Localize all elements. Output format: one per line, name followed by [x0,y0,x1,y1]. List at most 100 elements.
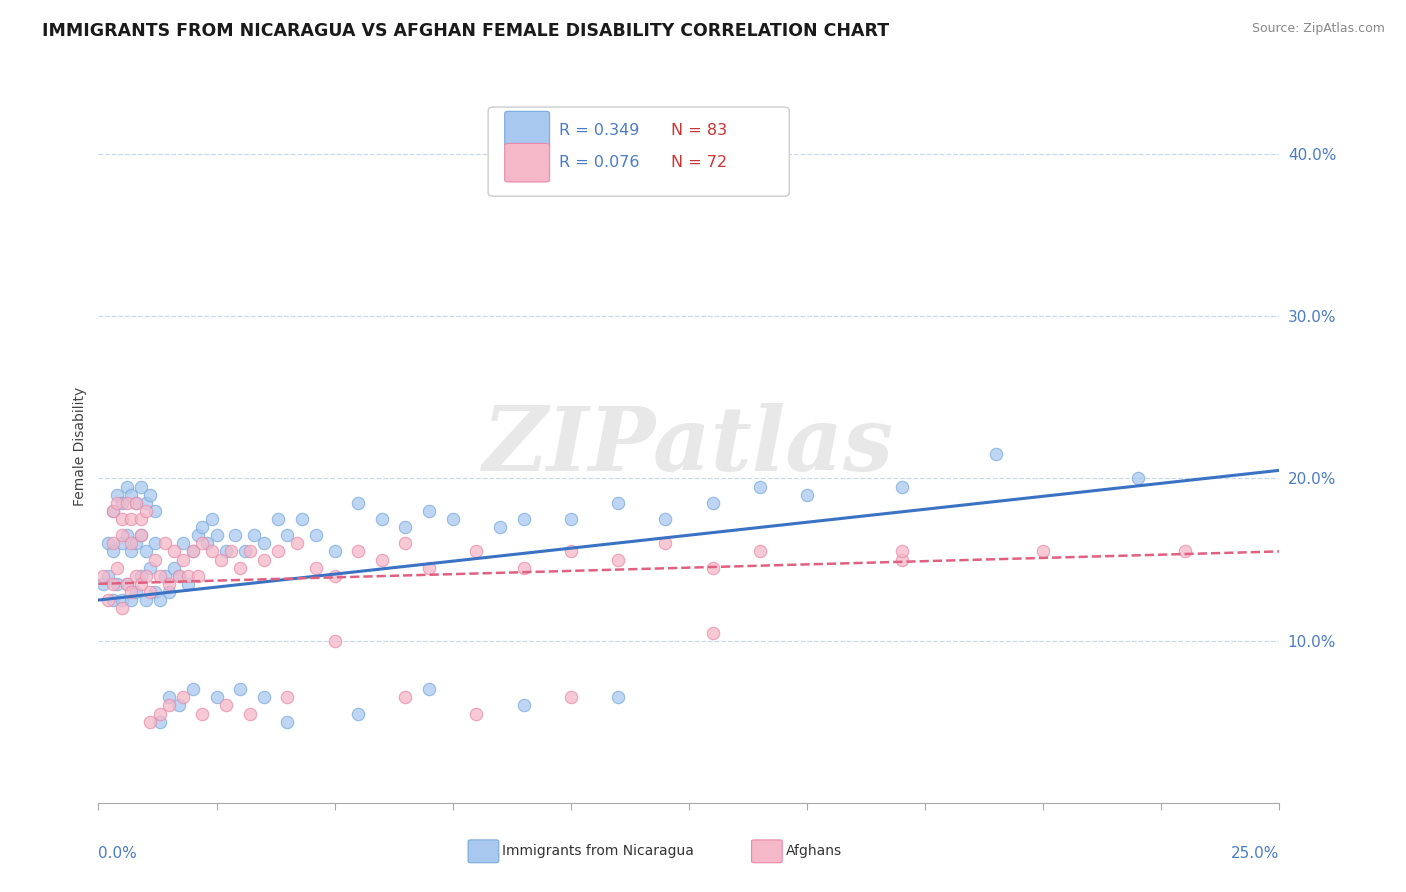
Point [129,512,152,526]
Point [153,536,176,550]
Point [305,560,328,574]
Point [984,447,1007,461]
Point [205,528,228,542]
Point [172,552,194,566]
Text: N = 72: N = 72 [671,155,727,170]
Point [135,544,157,558]
Point [233,544,256,558]
Text: R = 0.076: R = 0.076 [560,155,640,170]
Point [115,577,138,591]
Point [143,536,166,550]
Point [129,528,152,542]
Point [702,496,724,510]
Point [177,577,200,591]
Point [121,512,143,526]
Point [1126,471,1149,485]
Point [115,577,138,591]
Text: R = 0.349: R = 0.349 [560,123,640,138]
Point [143,504,166,518]
Point [97,593,120,607]
Point [125,496,148,510]
Point [347,496,370,510]
Point [512,698,534,713]
Text: N = 83: N = 83 [671,123,727,138]
Point [91,568,114,582]
Point [101,536,124,550]
Point [890,479,912,493]
Point [111,496,134,510]
FancyBboxPatch shape [468,840,499,863]
Point [149,714,172,729]
Point [177,568,200,582]
Point [135,496,157,510]
FancyBboxPatch shape [752,840,782,863]
Point [125,585,148,599]
Point [121,488,143,502]
Point [111,528,134,542]
Point [276,690,298,705]
FancyBboxPatch shape [488,107,789,196]
Point [167,568,190,582]
Point [101,577,124,591]
Point [139,488,162,502]
Point [163,544,186,558]
Point [105,560,128,574]
Point [290,512,312,526]
Text: IMMIGRANTS FROM NICARAGUA VS AFGHAN FEMALE DISABILITY CORRELATION CHART: IMMIGRANTS FROM NICARAGUA VS AFGHAN FEMA… [42,22,890,40]
Point [323,544,346,558]
Point [172,690,194,705]
Point [149,593,172,607]
Point [105,488,128,502]
Point [129,568,152,582]
Point [149,706,172,721]
Point [201,512,224,526]
Point [121,536,143,550]
Point [243,528,266,542]
Point [172,536,194,550]
Point [253,552,276,566]
FancyBboxPatch shape [505,144,550,182]
Point [195,536,218,550]
Point [97,536,120,550]
Point [139,585,162,599]
Text: ZIPatlas: ZIPatlas [484,403,894,489]
Point [253,536,276,550]
Point [371,512,394,526]
Point [267,512,290,526]
Point [135,504,157,518]
Text: Immigrants from Nicaragua: Immigrants from Nicaragua [502,845,695,858]
Point [215,544,238,558]
Point [115,496,138,510]
Point [149,568,172,582]
Point [115,479,138,493]
Point [115,528,138,542]
Point [560,544,582,558]
Point [607,690,630,705]
Point [215,698,238,713]
Point [305,528,328,542]
Point [285,536,308,550]
Point [181,544,204,558]
Point [163,560,186,574]
Point [209,552,232,566]
Point [153,568,176,582]
Point [139,560,162,574]
Y-axis label: Female Disability: Female Disability [73,386,87,506]
Point [1174,544,1197,558]
Point [323,568,346,582]
Point [125,496,148,510]
Point [129,577,152,591]
Point [191,520,214,534]
Point [187,528,209,542]
Point [253,690,276,705]
Point [465,706,488,721]
Point [748,544,770,558]
Point [121,593,143,607]
Point [157,585,180,599]
Text: Source: ZipAtlas.com: Source: ZipAtlas.com [1251,22,1385,36]
Point [512,512,534,526]
Point [418,504,440,518]
Point [157,698,180,713]
Point [125,536,148,550]
Point [97,568,120,582]
